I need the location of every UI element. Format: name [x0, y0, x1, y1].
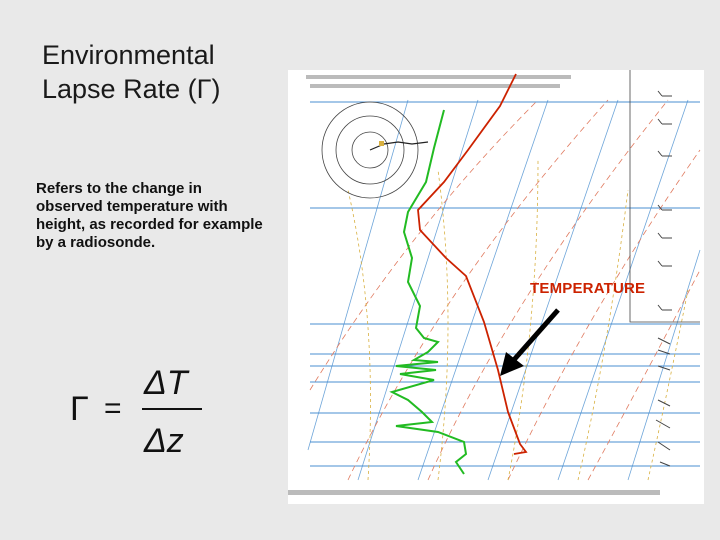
- title-line-1: Environmental: [42, 40, 215, 70]
- moist-adiabat-lines: [347, 159, 689, 481]
- formula-gamma: Γ: [70, 390, 89, 428]
- temperature-pointer-arrow: [500, 308, 560, 376]
- formula-numerator: ΔT: [143, 364, 190, 402]
- dewpoint-profile: [389, 109, 468, 475]
- temperature-label: TEMPERATURE: [530, 280, 646, 297]
- temperature-profile: [417, 73, 528, 455]
- wind-barbs: [655, 90, 672, 467]
- hodograph: [321, 101, 429, 199]
- formula-denominator: Δz: [143, 422, 184, 460]
- slide-description: Refers to the change in observed tempera…: [36, 180, 263, 251]
- slide-title: Environmental Lapse Rate (Γ): [42, 38, 282, 106]
- lapse-rate-formula: Γ = ΔT Δz: [70, 364, 202, 460]
- formula-equals: =: [104, 392, 122, 425]
- title-line-2: Lapse Rate (Γ): [42, 74, 221, 104]
- dry-adiabat-lines: [309, 99, 701, 481]
